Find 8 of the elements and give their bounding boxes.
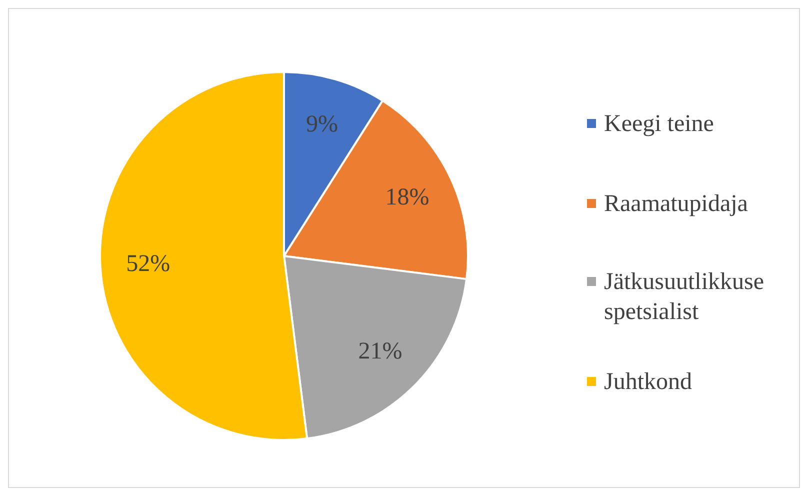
data-label: 9% [306,112,338,138]
legend-label: Juhtkond [604,368,692,397]
data-label: 52% [126,250,170,277]
data-label: 18% [385,184,430,210]
legend-label: Raamatupidaja [604,190,748,219]
legend-label: Jätkusuutlikkuse spetsialist [604,268,765,327]
legend-label: Keegi teine [604,110,714,139]
data-label: 21% [358,338,402,365]
